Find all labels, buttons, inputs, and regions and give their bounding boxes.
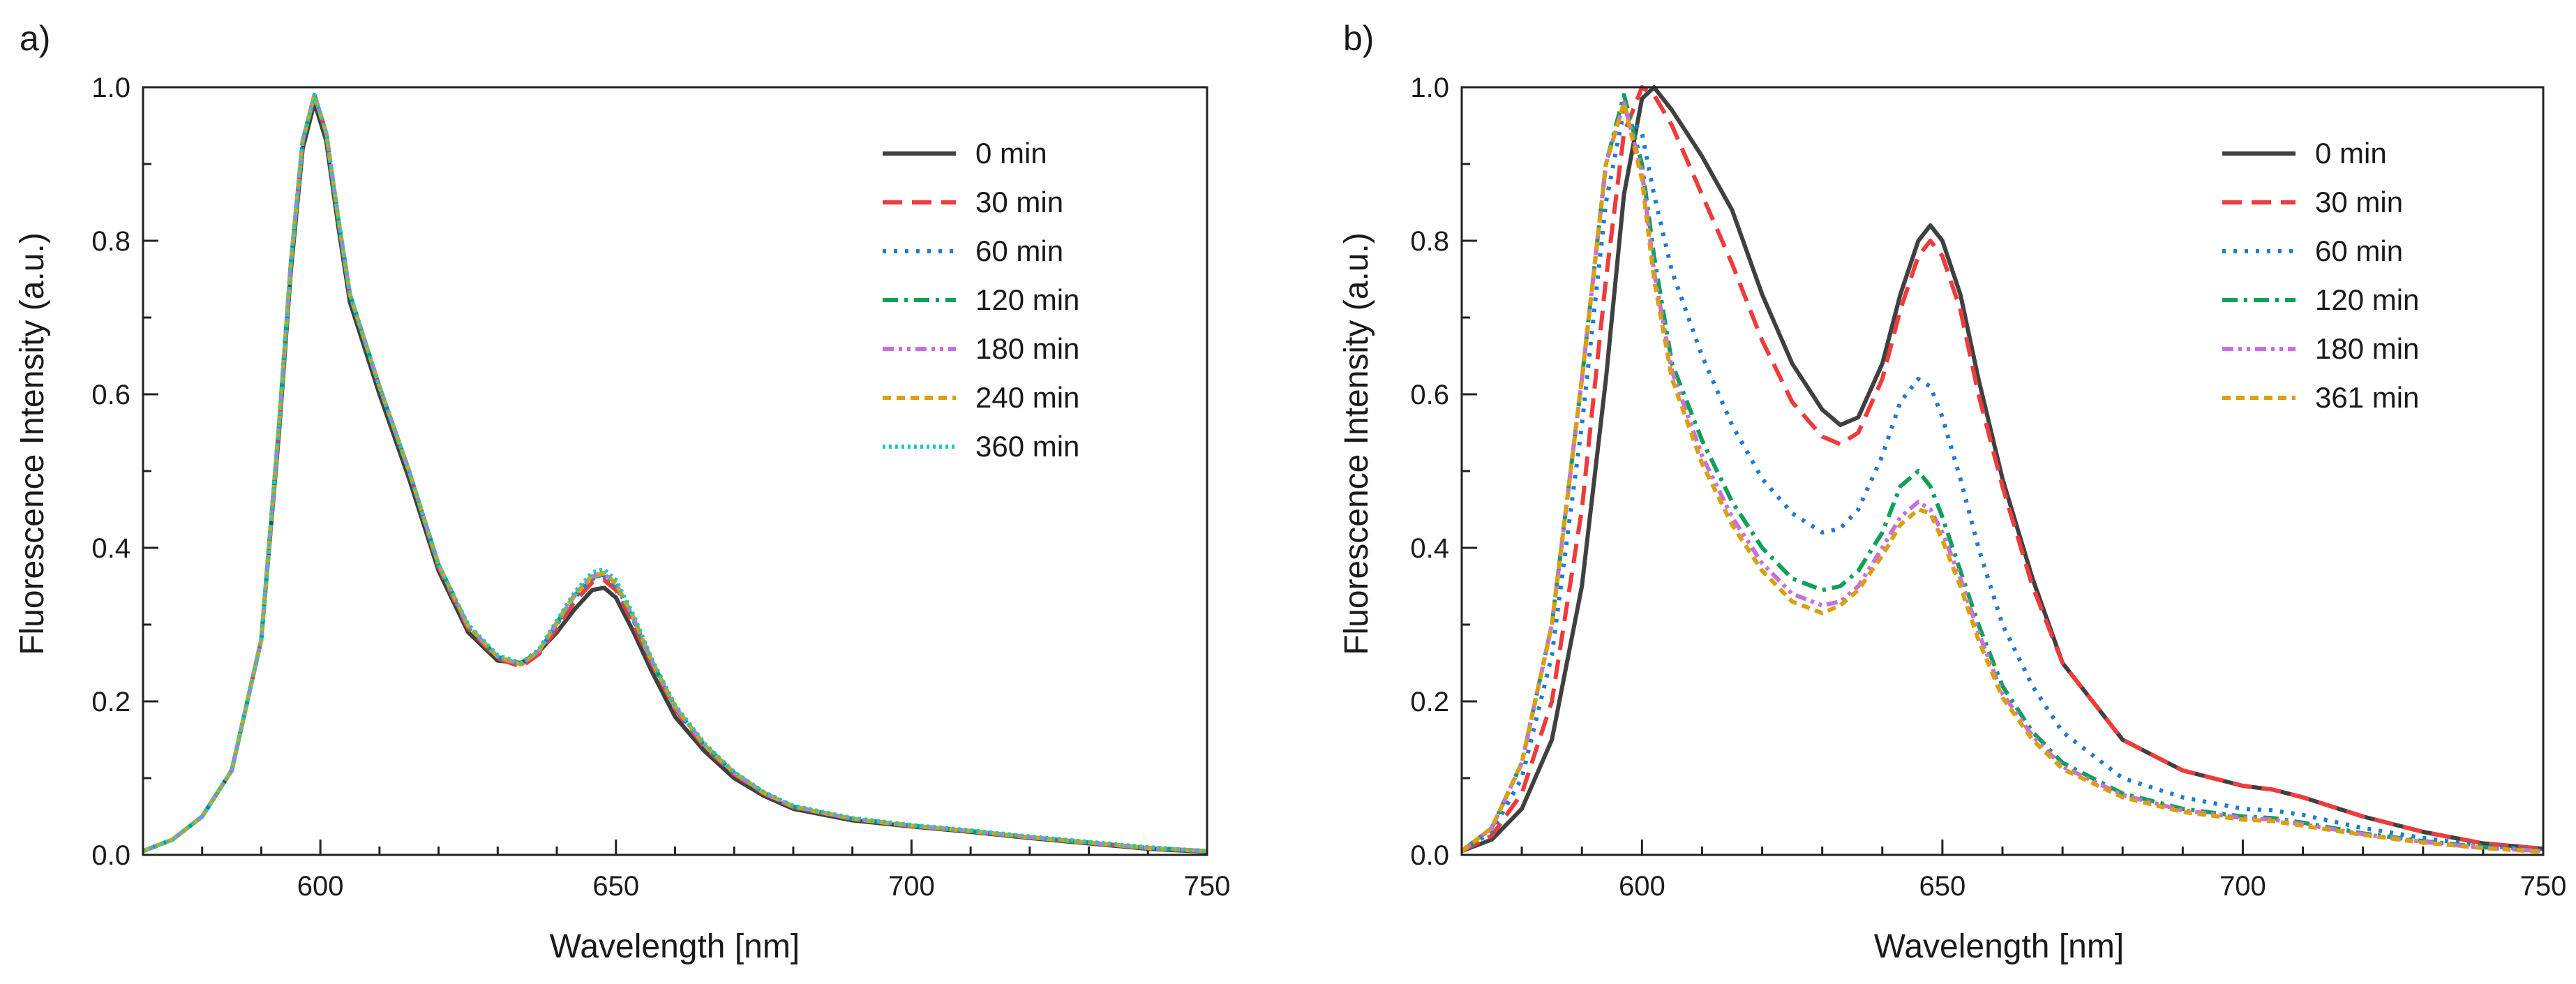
y-tick-label: 0.2 — [91, 687, 130, 717]
x-tick-label: 600 — [1619, 871, 1665, 902]
legend-label: 0 min — [975, 137, 1047, 170]
y-tick-label: 0.0 — [1410, 840, 1449, 871]
x-tick-label: 700 — [2219, 871, 2266, 902]
series-line-361-min — [1460, 100, 2544, 854]
legend-label: 361 min — [2315, 381, 2419, 414]
panel-label-b: b) — [1343, 19, 1374, 58]
x-tick-label: 650 — [592, 871, 639, 902]
legend-label: 60 min — [975, 234, 1063, 267]
legend-label: 240 min — [975, 381, 1079, 414]
series-line-120-min — [1460, 93, 2544, 853]
series-line-360-min — [142, 93, 1208, 853]
legend-b: 0 min 30 min 60 min 120 min 180 min 361 min — [2222, 137, 2419, 414]
legend-label: 360 min — [975, 430, 1079, 463]
x-tick-label: 750 — [2520, 871, 2567, 902]
x-axis-title-b: Wavelength [nm] — [1874, 928, 2124, 965]
series-line-60-min — [1460, 108, 2544, 853]
plot-frame-a — [142, 86, 1208, 856]
plot-area-a — [142, 93, 1208, 854]
y-tick-label: 0.4 — [1410, 533, 1449, 564]
legend-label: 0 min — [2315, 137, 2387, 170]
x-tick-label: 700 — [888, 871, 935, 902]
y-tick-label: 0.8 — [91, 226, 130, 257]
y-tick-label: 0.0 — [91, 840, 130, 871]
y-tick-label: 0.6 — [1410, 380, 1449, 410]
series-line-30-min — [1460, 85, 2544, 853]
legend-a: 0 min 30 min 60 min 120 min 180 min 240 min 36… — [883, 137, 1079, 463]
axis-ticks-b: 600 650 700 750 0.0 0.2 0.4 0.6 0.8 1.0 — [1410, 73, 2566, 902]
y-tick-label: 0.8 — [1410, 226, 1449, 257]
plot-area-b — [1460, 85, 2544, 854]
panel-label-a: a) — [20, 19, 50, 58]
y-axis-title-a: Fluorescence Intensity (a.u.) — [14, 232, 51, 655]
x-tick-label: 750 — [1184, 871, 1231, 902]
y-tick-label: 0.6 — [91, 380, 130, 410]
legend-label: 180 min — [975, 332, 1079, 365]
legend-label: 60 min — [2315, 234, 2403, 267]
y-tick-label: 1.0 — [91, 73, 130, 103]
plot-frame-b — [1460, 86, 2545, 856]
y-tick-label: 0.2 — [1410, 687, 1449, 717]
chart-panel-b: b) Fluorescence Intensity (a.u.) Wavelen… — [1338, 19, 2566, 965]
legend-label: 180 min — [2315, 332, 2419, 365]
legend-label: 30 min — [975, 186, 1063, 218]
x-axis-title-a: Wavelength [nm] — [550, 928, 800, 965]
axis-ticks-a: 600 650 700 750 0.0 0.2 0.4 0.6 0.8 1.0 — [91, 73, 1230, 902]
chart-panel-a: a) Fluorescence Intensity (a.u.) Wavelen… — [14, 19, 1230, 965]
y-tick-label: 0.4 — [91, 533, 130, 564]
x-tick-label: 600 — [297, 871, 344, 902]
legend-label: 120 min — [2315, 283, 2419, 316]
legend-label: 30 min — [2315, 186, 2403, 218]
series-line-180-min — [1460, 100, 2544, 853]
y-axis-title-b: Fluorescence Intensity (a.u.) — [1338, 232, 1375, 655]
legend-label: 120 min — [975, 283, 1079, 316]
y-tick-label: 1.0 — [1410, 73, 1449, 103]
x-tick-label: 650 — [1919, 871, 1966, 902]
